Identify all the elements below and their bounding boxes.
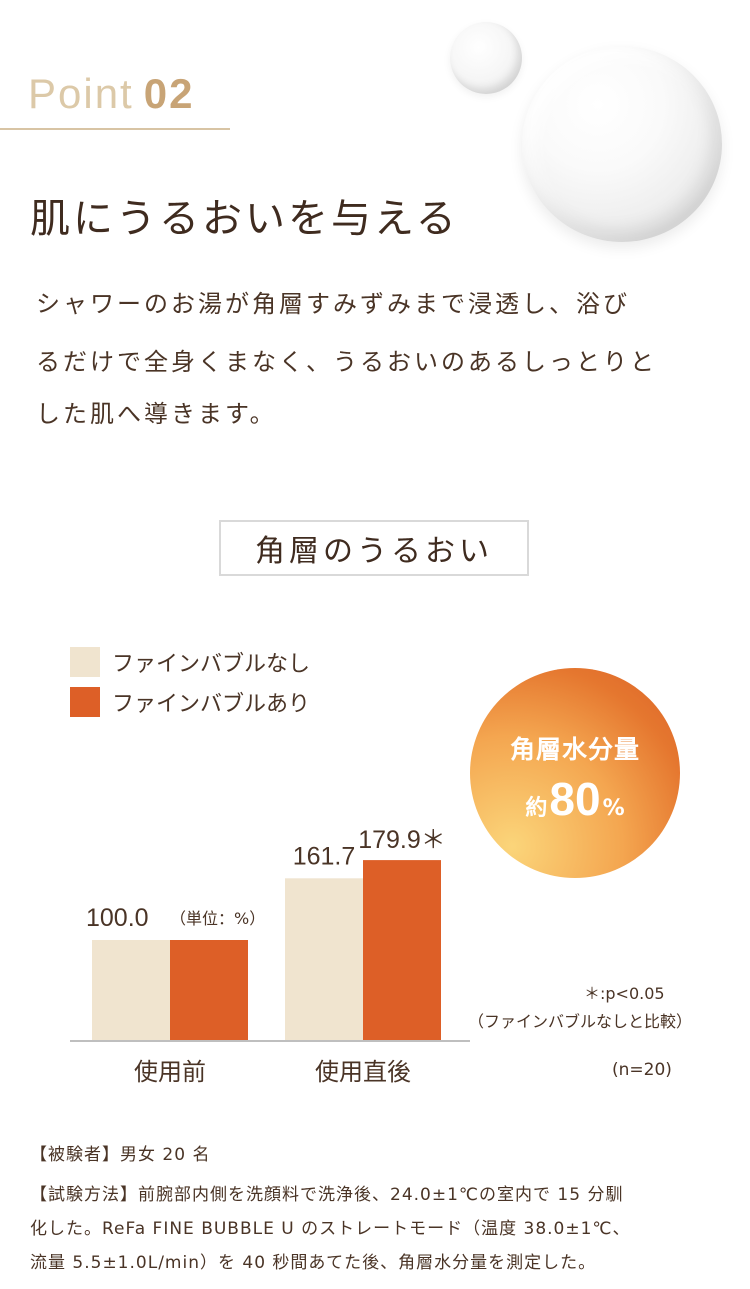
bar: [170, 940, 248, 1040]
moisture-badge: 角層水分量 約80%: [470, 668, 680, 878]
bar: [285, 878, 363, 1040]
point-underline: [0, 128, 230, 130]
comparison-note: （ファインバブルなしと比較）: [468, 1012, 693, 1031]
legend-item: ファインバブルあり: [70, 686, 310, 718]
bar: [363, 860, 441, 1040]
badge-prefix: 約: [525, 796, 548, 821]
data-label: 179.9＊: [358, 826, 446, 854]
badge-title: 角層水分量: [509, 735, 640, 764]
data-label: 161.7: [293, 842, 356, 870]
chart-title-box: 角層のうるおい: [219, 520, 529, 576]
data-label: 100.0: [86, 904, 149, 932]
category-label: 使用直後: [315, 1058, 411, 1086]
footnote-line: 【被験者】男女 20 名: [30, 1145, 211, 1165]
footnote-line: 流量 5.5±1.0L/min）を 40 秒間あてた後、角層水分量を測定した。: [30, 1253, 597, 1273]
body-text-line: した肌へ導きます。: [36, 400, 277, 428]
legend-swatch-without: [70, 647, 100, 677]
point-label: Point 02: [28, 70, 194, 118]
unit-label: （単位：%）: [170, 909, 265, 928]
badge-value-line: 約80%: [470, 772, 680, 826]
water-droplet-small: [450, 22, 522, 94]
legend-item: ファインバブルなし: [70, 646, 310, 678]
category-label: 使用前: [134, 1058, 206, 1086]
footnote-line: 化した。ReFa FINE BUBBLE U のストレートモード（温度 38.0…: [30, 1219, 631, 1239]
badge-unit: %: [602, 796, 625, 821]
bar: [92, 940, 170, 1040]
body-text-line: るだけで全身くまなく、うるおいのあるしっとりと: [36, 348, 657, 376]
badge-value: 80: [549, 773, 601, 825]
legend-label-with: ファインバブルあり: [112, 692, 311, 717]
sample-size-note: (n=20): [612, 1060, 672, 1080]
water-droplet-large: [522, 46, 722, 242]
legend-swatch-with: [70, 687, 100, 717]
page-title: 肌にうるおいを与える: [30, 196, 459, 242]
footnote-line: 【試験方法】前腕部内側を洗顔料で洗浄後、24.0±1℃の室内で 15 分馴: [30, 1185, 624, 1205]
body-text-line: シャワーのお湯が角層すみずみまで浸透し、浴び: [36, 290, 630, 318]
significance-note: ＊:p<0.05: [584, 984, 665, 1003]
legend-label-without: ファインバブルなし: [112, 652, 311, 677]
point-word: Point: [28, 70, 134, 117]
chart-title: 角層のうるおい: [255, 534, 493, 569]
point-number: 02: [143, 70, 195, 117]
